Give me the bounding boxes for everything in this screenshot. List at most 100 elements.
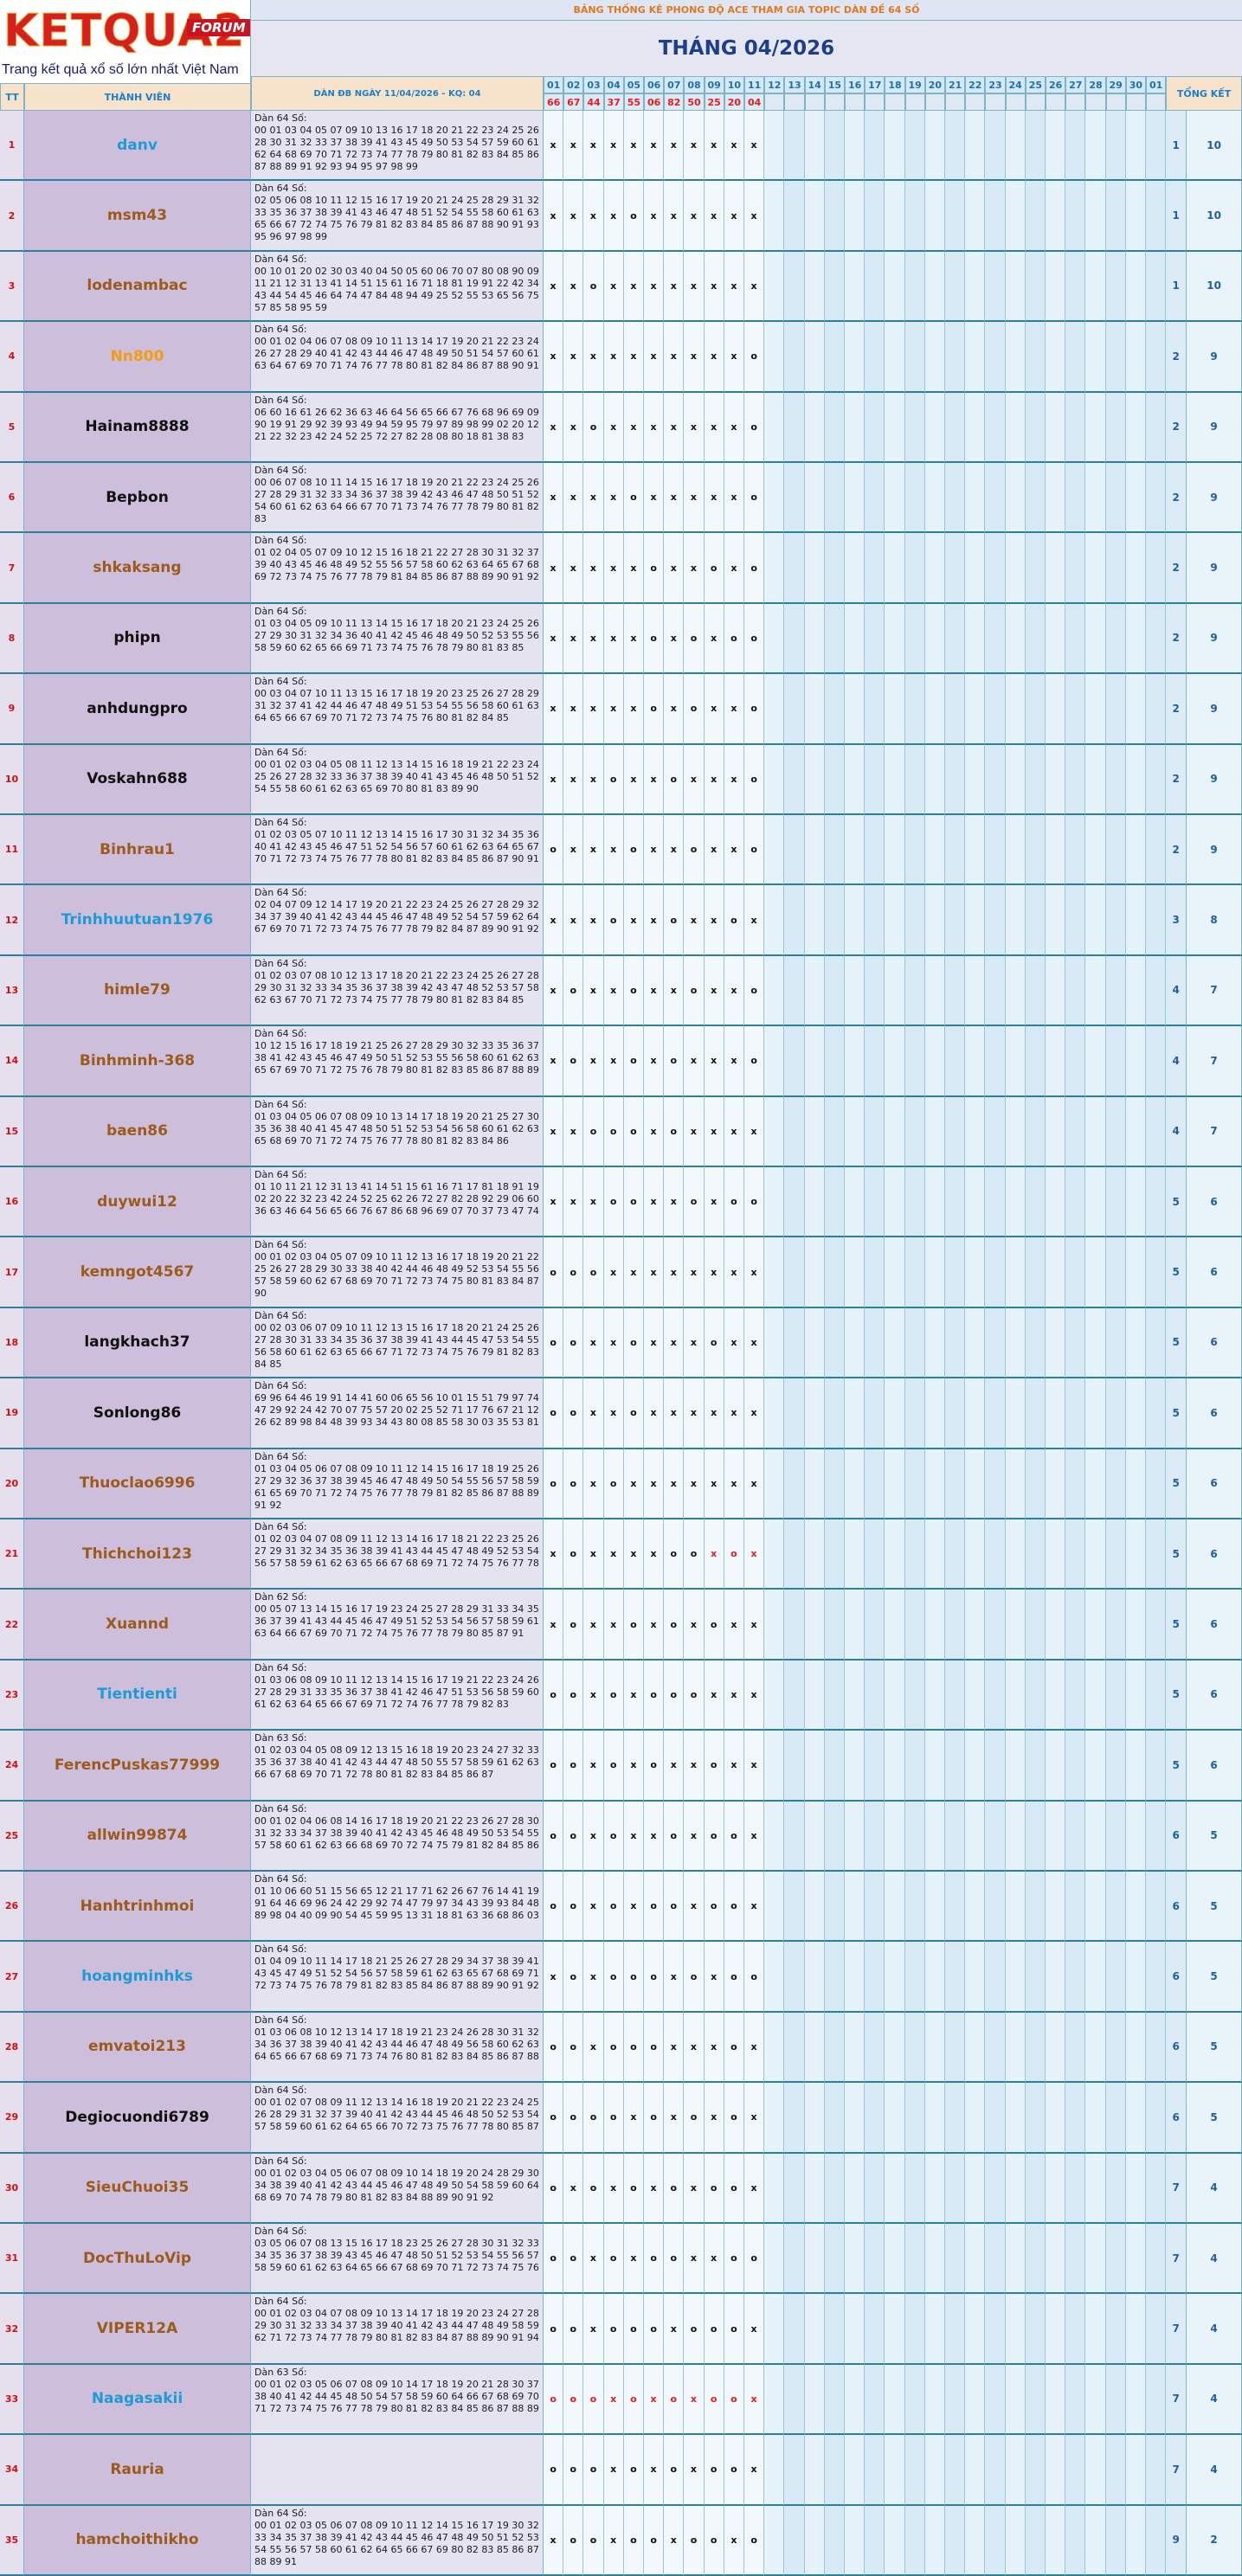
result-mark: x: [664, 1167, 685, 1238]
day-cell: [985, 744, 1006, 815]
member-name: Binhminh-368: [24, 1026, 251, 1097]
day-cell: [945, 1378, 966, 1449]
result-mark: x: [623, 392, 644, 463]
day-cell: [845, 181, 866, 252]
result-mark: x: [704, 1660, 724, 1731]
day-header: 18: [885, 76, 905, 93]
result-mark: o: [664, 1519, 685, 1590]
result-mark: x: [704, 111, 724, 182]
row-number: 4: [0, 322, 24, 393]
day-header: 23: [985, 76, 1006, 93]
day-cell: [865, 322, 885, 393]
day-cell: [965, 533, 986, 604]
day-cell: [945, 603, 966, 675]
day-cell: [1046, 1731, 1066, 1802]
day-cell: [945, 1801, 966, 1872]
dan-cell: Dàn 64 Số: 00 01 02 04 06 08 14 16 17 18 …: [251, 1801, 544, 1872]
day-cell: [1125, 1307, 1146, 1379]
day-cell: [1085, 181, 1106, 252]
result-mark: o: [583, 2153, 604, 2224]
result-cell: 50: [684, 93, 705, 111]
dan-label: Dàn 64 Số:: [254, 2226, 307, 2237]
day-cell: [1005, 1519, 1026, 1590]
day-cell: [924, 1590, 945, 1661]
result-mark: x: [583, 674, 604, 745]
result-mark: x: [603, 2505, 624, 2576]
day-cell: [1025, 2435, 1046, 2506]
summary-count: 5: [1166, 1660, 1187, 1731]
day-cell: [985, 1872, 1006, 1943]
day-cell: [1005, 1872, 1026, 1943]
dan-numbers: 00 01 02 07 08 09 11 12 13 14 16 18 19 2…: [254, 2097, 539, 2133]
result-mark: o: [704, 1731, 724, 1802]
result-mark: x: [664, 392, 685, 463]
result-mark: o: [623, 2294, 644, 2365]
dan-numbers: 01 10 11 21 12 31 13 41 14 51 15 61 16 7…: [254, 1181, 539, 1217]
result-cell: [784, 93, 805, 111]
result-mark: x: [603, 322, 624, 393]
day-cell: [824, 1096, 845, 1167]
dan-label: Dàn 64 Số:: [254, 2155, 307, 2167]
result-mark: o: [744, 815, 765, 886]
day-cell: [1065, 2364, 1086, 2436]
day-cell: [1085, 1660, 1106, 1731]
result-mark: x: [544, 1096, 564, 1167]
result-mark: o: [684, 1660, 705, 1731]
dan-label: Dàn 64 Số:: [254, 2296, 307, 2308]
day-cell: [764, 533, 785, 604]
day-cell: [1125, 2294, 1146, 2365]
day-cell: [1125, 885, 1146, 956]
result-mark: x: [704, 1378, 724, 1449]
summary-total: 9: [1187, 744, 1242, 815]
result-mark: o: [744, 955, 765, 1027]
result-mark: o: [623, 2435, 644, 2506]
dan-label: Dàn 63 Số:: [254, 2366, 307, 2378]
day-cell: [764, 1026, 785, 1097]
result-mark: x: [704, 1026, 724, 1097]
result-mark: x: [724, 815, 744, 886]
day-cell: [885, 1307, 905, 1379]
day-cell: [1085, 2012, 1106, 2084]
day-cell: [885, 1096, 905, 1167]
member-name: SieuChuoi35: [24, 2153, 251, 2224]
result-mark: o: [563, 955, 584, 1027]
result-mark: o: [623, 1307, 644, 1379]
day-cell: [1105, 392, 1126, 463]
day-cell: [1025, 955, 1046, 1027]
day-cell: [824, 392, 845, 463]
result-mark: o: [724, 2435, 744, 2506]
result-mark: x: [603, 955, 624, 1027]
day-cell: [865, 1660, 885, 1731]
day-cell: [924, 322, 945, 393]
result-mark: o: [684, 674, 705, 745]
day-cell: [804, 1731, 825, 1802]
result-mark: x: [644, 392, 665, 463]
day-cell: [945, 181, 966, 252]
day-cell: [1046, 2224, 1066, 2295]
day-cell: [764, 744, 785, 815]
day-cell: [904, 1096, 925, 1167]
day-cell: [1125, 1378, 1146, 1449]
dan-label: Dàn 64 Số:: [254, 253, 307, 265]
day-cell: [1005, 463, 1026, 534]
result-mark: o: [684, 2083, 705, 2154]
day-cell: [904, 2435, 925, 2506]
result-mark: o: [704, 1307, 724, 1379]
result-cell: [904, 93, 925, 111]
day-cell: [1065, 533, 1086, 604]
day-cell: [1065, 815, 1086, 886]
day-cell: [1046, 2294, 1066, 2365]
day-cell: [1005, 885, 1026, 956]
day-cell: [1046, 1519, 1066, 1590]
summary-total: 6: [1187, 1660, 1242, 1731]
day-cell: [985, 1519, 1006, 1590]
day-header: 13: [784, 76, 805, 93]
result-mark: o: [644, 1660, 665, 1731]
day-cell: [804, 2224, 825, 2295]
day-cell: [1085, 885, 1106, 956]
dan-cell: Dàn 64 Số: 01 02 03 05 07 10 11 12 13 14 …: [251, 815, 544, 886]
day-cell: [1105, 1590, 1126, 1661]
result-mark: x: [623, 1731, 644, 1802]
day-cell: [1025, 1307, 1046, 1379]
day-cell: [1065, 2435, 1086, 2506]
